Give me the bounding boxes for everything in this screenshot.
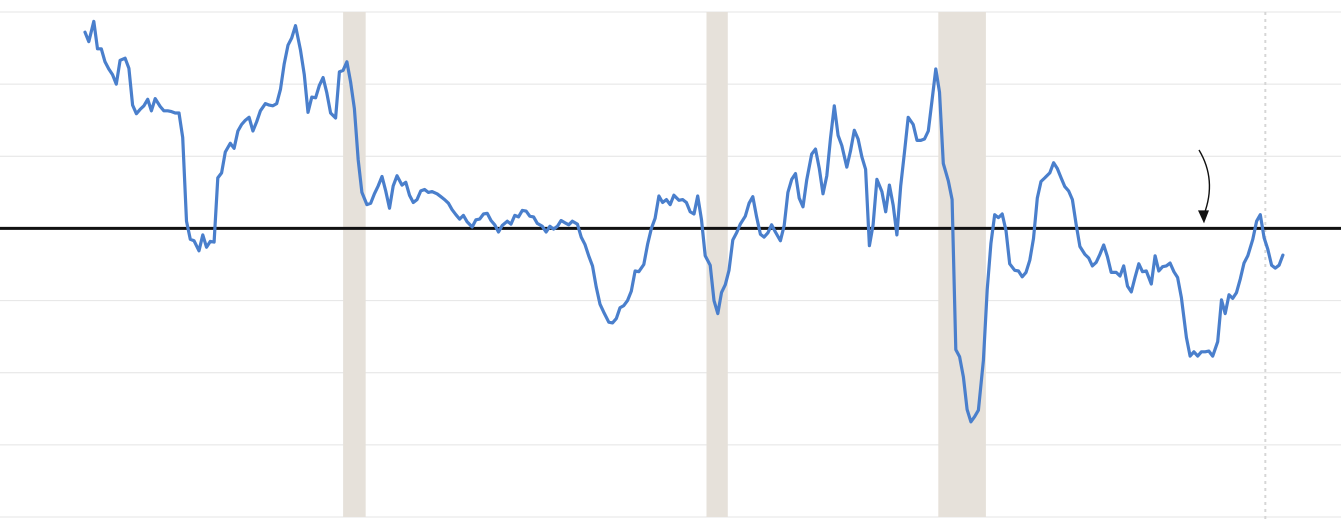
- annotation-arrow: [1198, 149, 1211, 224]
- recession-band: [343, 12, 366, 517]
- series-layer: [83, 19, 1285, 424]
- recession-shading: [343, 12, 986, 517]
- series-line-0: [83, 19, 1285, 424]
- recession-band: [706, 12, 728, 517]
- annotation-arrow-stem: [1198, 149, 1211, 215]
- annotation-arrow-head: [1198, 210, 1209, 224]
- recession-band: [938, 12, 986, 517]
